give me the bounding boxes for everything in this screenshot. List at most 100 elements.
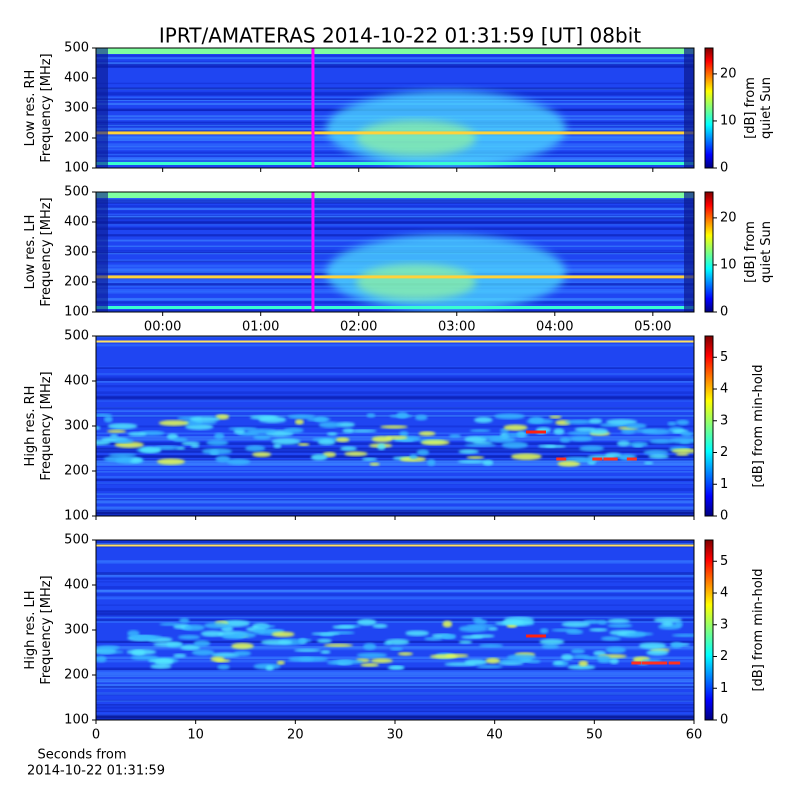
texture <box>96 507 694 511</box>
texture <box>638 642 667 650</box>
texture <box>479 435 510 439</box>
texture <box>228 426 258 431</box>
texture <box>217 664 230 670</box>
texture <box>503 424 528 431</box>
texture <box>156 458 186 465</box>
texture <box>96 475 694 479</box>
texture <box>231 642 254 650</box>
plot-area <box>96 540 694 720</box>
texture <box>96 64 694 68</box>
texture <box>625 632 654 636</box>
colorbar-tick-label: 1 <box>720 681 728 696</box>
x-tick-label: 02:00 <box>340 320 377 335</box>
texture <box>387 665 405 670</box>
x-tick-label: 30 <box>387 728 404 743</box>
texture <box>96 234 694 237</box>
x-tick-label: 00:00 <box>144 320 181 335</box>
colorbar-tick-label: 1 <box>720 477 728 492</box>
texture <box>173 653 187 658</box>
texture <box>245 445 266 452</box>
texture <box>318 421 341 429</box>
texture <box>553 428 565 435</box>
colorbar-tick-label: 3 <box>720 413 728 428</box>
texture <box>506 623 518 628</box>
texture <box>335 437 350 443</box>
y-tick-label: 500 <box>64 533 89 548</box>
plot-area <box>96 48 694 168</box>
texture <box>361 457 378 462</box>
y-tick-label: 200 <box>64 464 89 479</box>
texture <box>609 658 619 665</box>
texture <box>589 428 609 435</box>
texture <box>641 428 671 435</box>
x-tick-label: 05:00 <box>634 320 671 335</box>
texture <box>607 457 618 461</box>
texture <box>96 367 694 369</box>
texture <box>620 428 636 434</box>
texture <box>96 650 125 654</box>
texture <box>180 644 201 651</box>
x-tick-label: 60 <box>686 728 703 743</box>
texture <box>96 57 694 60</box>
texture <box>258 416 287 424</box>
texture <box>593 650 607 656</box>
texture <box>366 413 376 418</box>
colorbar-tick-label: 10 <box>720 113 737 128</box>
texture <box>427 459 436 466</box>
texture <box>96 48 694 54</box>
texture <box>360 662 379 667</box>
y-axis-label-line: Low res. RH <box>23 70 38 147</box>
texture <box>273 443 282 449</box>
y-tick-label: 300 <box>64 419 89 434</box>
texture <box>154 658 174 666</box>
texture <box>96 506 694 509</box>
texture <box>179 617 190 624</box>
texture <box>96 659 694 663</box>
x-tick-label: 01:00 <box>242 320 279 335</box>
texture <box>449 433 461 438</box>
texture <box>96 488 694 492</box>
texture <box>127 431 147 437</box>
y-tick-label: 100 <box>64 713 89 728</box>
texture <box>356 264 476 300</box>
x-tick-label: 50 <box>586 728 603 743</box>
texture <box>607 618 630 624</box>
texture <box>444 662 477 667</box>
texture <box>684 192 694 312</box>
texture <box>667 421 677 426</box>
texture <box>96 395 694 399</box>
texture <box>418 431 436 437</box>
texture <box>649 439 674 444</box>
texture <box>556 457 567 461</box>
texture <box>527 659 541 664</box>
colorbar-tick-label: 3 <box>720 617 728 632</box>
texture <box>96 440 111 446</box>
texture <box>96 192 694 198</box>
texture <box>96 589 694 593</box>
texture <box>626 457 637 461</box>
texture <box>414 414 428 421</box>
texture <box>108 453 137 458</box>
texture <box>342 428 354 434</box>
texture <box>96 678 694 682</box>
texture <box>592 457 603 461</box>
texture <box>567 664 596 670</box>
x-tick-label: 20 <box>287 728 304 743</box>
y-tick-label: 100 <box>64 161 89 176</box>
texture <box>675 419 690 426</box>
texture <box>96 306 694 309</box>
texture <box>184 624 205 631</box>
texture <box>96 192 108 312</box>
x-tick-label: 03:00 <box>438 320 475 335</box>
texture <box>628 441 649 447</box>
colorbar <box>704 191 714 313</box>
texture <box>357 618 377 626</box>
texture <box>409 453 418 460</box>
texture <box>283 427 304 434</box>
texture <box>96 378 694 382</box>
texture <box>96 373 694 375</box>
texture <box>476 665 503 669</box>
texture <box>246 428 277 434</box>
texture <box>326 432 338 436</box>
texture <box>561 653 574 661</box>
